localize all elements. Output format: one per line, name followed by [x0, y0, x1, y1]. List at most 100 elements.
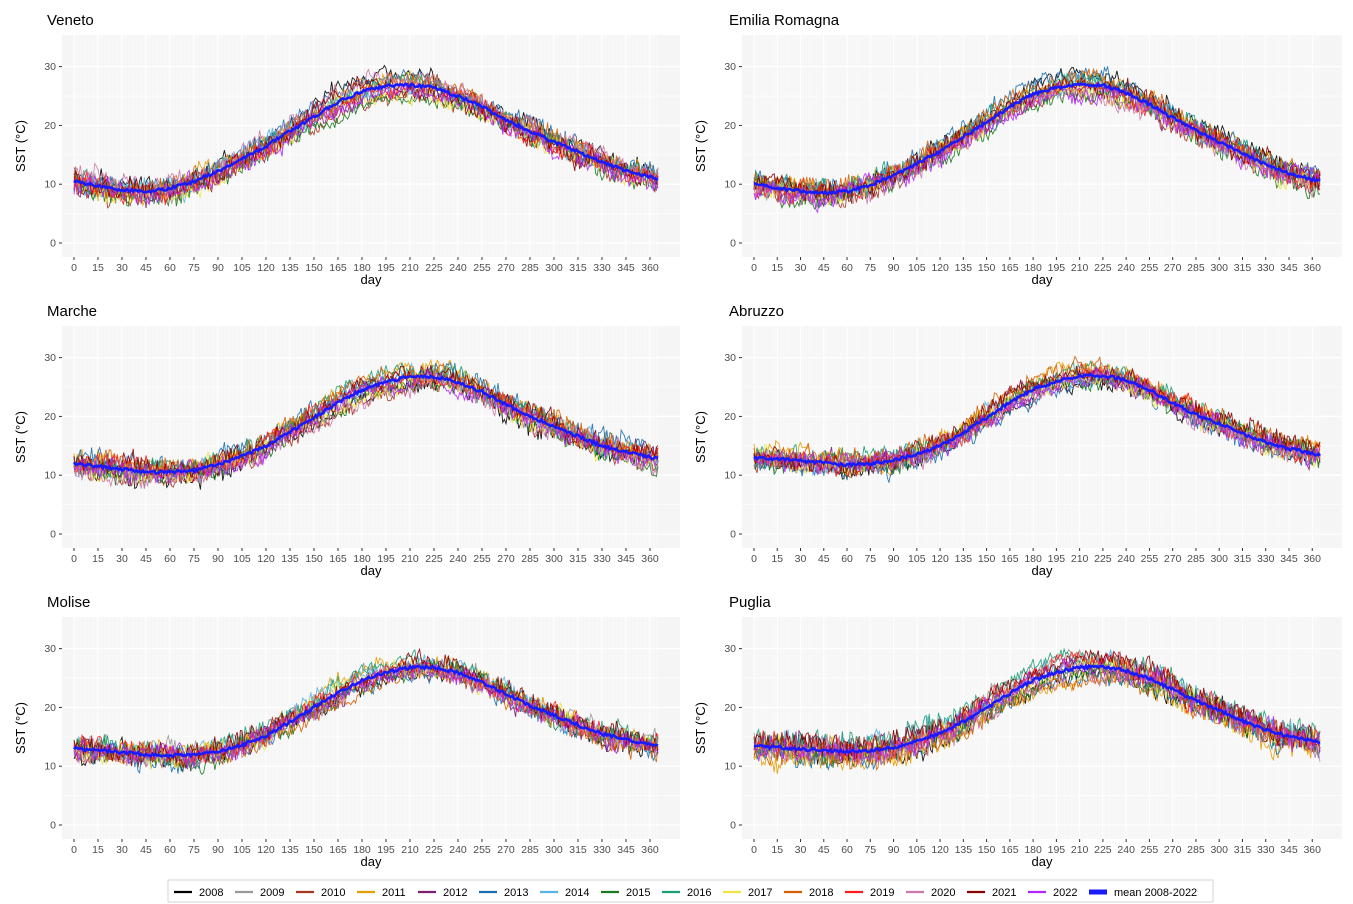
x-tick-label: 135 [955, 262, 973, 274]
x-tick-label: 270 [1164, 262, 1182, 274]
legend-label: 2019 [870, 887, 894, 899]
x-tick-label: 315 [1234, 553, 1252, 565]
x-tick-label: 120 [931, 553, 949, 565]
legend: 2008 2009 2010 2011 2012 2013 2014 2015 2016 2017… [167, 879, 1214, 903]
x-tick-label: 165 [1001, 553, 1019, 565]
x-tick-label: 300 [545, 844, 563, 856]
series-line-2022 [753, 367, 1321, 475]
x-tick-label: 345 [617, 262, 635, 274]
gridlines [742, 35, 1342, 257]
x-tick-label: 165 [329, 262, 347, 274]
x-tick-label: 345 [1280, 262, 1298, 274]
series-line-2019 [753, 362, 1321, 477]
x-tick-label: 165 [1001, 262, 1019, 274]
x-tick-label: 210 [1071, 262, 1089, 274]
x-tick-label: 45 [818, 553, 830, 565]
x-tick-label: 105 [908, 844, 926, 856]
series-line-2010 [73, 374, 659, 488]
x-tick-label: 270 [497, 553, 515, 565]
y-tick-label: 10 [724, 761, 736, 773]
legend-item-2019: 2019 [845, 887, 894, 899]
x-tick-label: 150 [978, 844, 996, 856]
y-tick-label: 20 [44, 411, 56, 423]
y-tick-label: 0 [730, 238, 736, 250]
x-tick-label: 165 [329, 553, 347, 565]
x-tick-label: 30 [795, 553, 807, 565]
legend-label: 2020 [931, 887, 955, 899]
x-tick-label: 195 [377, 553, 395, 565]
x-tick-label: 45 [818, 262, 830, 274]
y-tick-label: 10 [724, 470, 736, 482]
x-tick-label: 90 [888, 553, 900, 565]
y-tick-label: 0 [50, 529, 56, 541]
x-tick-label: 360 [641, 844, 659, 856]
x-tick-label: 90 [212, 262, 224, 274]
x-tick-label: 210 [401, 844, 419, 856]
x-tick-label: 60 [164, 553, 176, 565]
panel-title: Molise [47, 594, 90, 611]
x-tick-label: 195 [1048, 844, 1066, 856]
series-line-2018 [73, 661, 659, 768]
x-tick-label: 30 [795, 844, 807, 856]
y-tick-label: 0 [50, 238, 56, 250]
x-tick-label: 60 [164, 262, 176, 274]
x-tick-label: 105 [908, 262, 926, 274]
panel-title: Veneto [47, 12, 94, 29]
legend-label: 2022 [1053, 887, 1077, 899]
x-tick-label: 135 [955, 844, 973, 856]
series-line-2022 [73, 368, 659, 485]
x-tick-label: 285 [1187, 844, 1205, 856]
series-line-mean [753, 372, 1321, 469]
y-tick-label: 30 [724, 352, 736, 364]
x-tick-label: 60 [164, 844, 176, 856]
x-tick-label: 150 [978, 553, 996, 565]
series-line-2021 [753, 365, 1321, 477]
panel-title: Emilia Romagna [729, 12, 840, 29]
x-axis-label: day [361, 563, 382, 578]
x-tick-label: 75 [864, 262, 876, 274]
x-tick-label: 75 [188, 262, 200, 274]
x-tick-label: 30 [116, 262, 128, 274]
x-tick-label: 120 [931, 844, 949, 856]
x-tick-label: 45 [140, 262, 152, 274]
legend-item-2020: 2020 [906, 887, 955, 899]
x-tick-label: 0 [751, 844, 757, 856]
x-tick-label: 180 [1024, 262, 1042, 274]
x-tick-label: 180 [353, 553, 371, 565]
x-tick-label: 120 [257, 844, 275, 856]
legend-item-2008: 2008 [174, 887, 223, 899]
series-line-mean [72, 373, 659, 475]
x-axis-label: day [1032, 854, 1053, 869]
legend-item-2016: 2016 [662, 887, 711, 899]
series-line-mean [73, 82, 659, 195]
x-tick-label: 270 [497, 262, 515, 274]
x-tick-label: 45 [140, 553, 152, 565]
x-tick-label: 315 [1234, 262, 1252, 274]
x-tick-label: 255 [473, 262, 491, 274]
y-tick-label: 30 [44, 61, 56, 73]
x-tick-label: 150 [305, 844, 323, 856]
legend-item-2015: 2015 [601, 887, 650, 899]
series-line-2019 [753, 79, 1321, 205]
x-tick-label: 0 [751, 553, 757, 565]
y-axis-label: SST (°C) [693, 702, 708, 754]
y-tick-label: 10 [724, 179, 736, 191]
x-tick-label: 135 [281, 844, 299, 856]
x-tick-label: 345 [617, 844, 635, 856]
x-axis-label: day [1032, 563, 1053, 578]
x-tick-label: 30 [116, 553, 128, 565]
x-tick-label: 195 [1048, 262, 1066, 274]
x-tick-label: 105 [908, 553, 926, 565]
year-series [753, 647, 1321, 774]
x-tick-label: 180 [353, 262, 371, 274]
legend-item-2014: 2014 [540, 887, 589, 899]
x-tick-label: 300 [545, 553, 563, 565]
x-tick-label: 180 [1024, 844, 1042, 856]
legend-label: 2016 [687, 887, 711, 899]
x-tick-label: 0 [71, 844, 77, 856]
x-axis-label: day [361, 854, 382, 869]
